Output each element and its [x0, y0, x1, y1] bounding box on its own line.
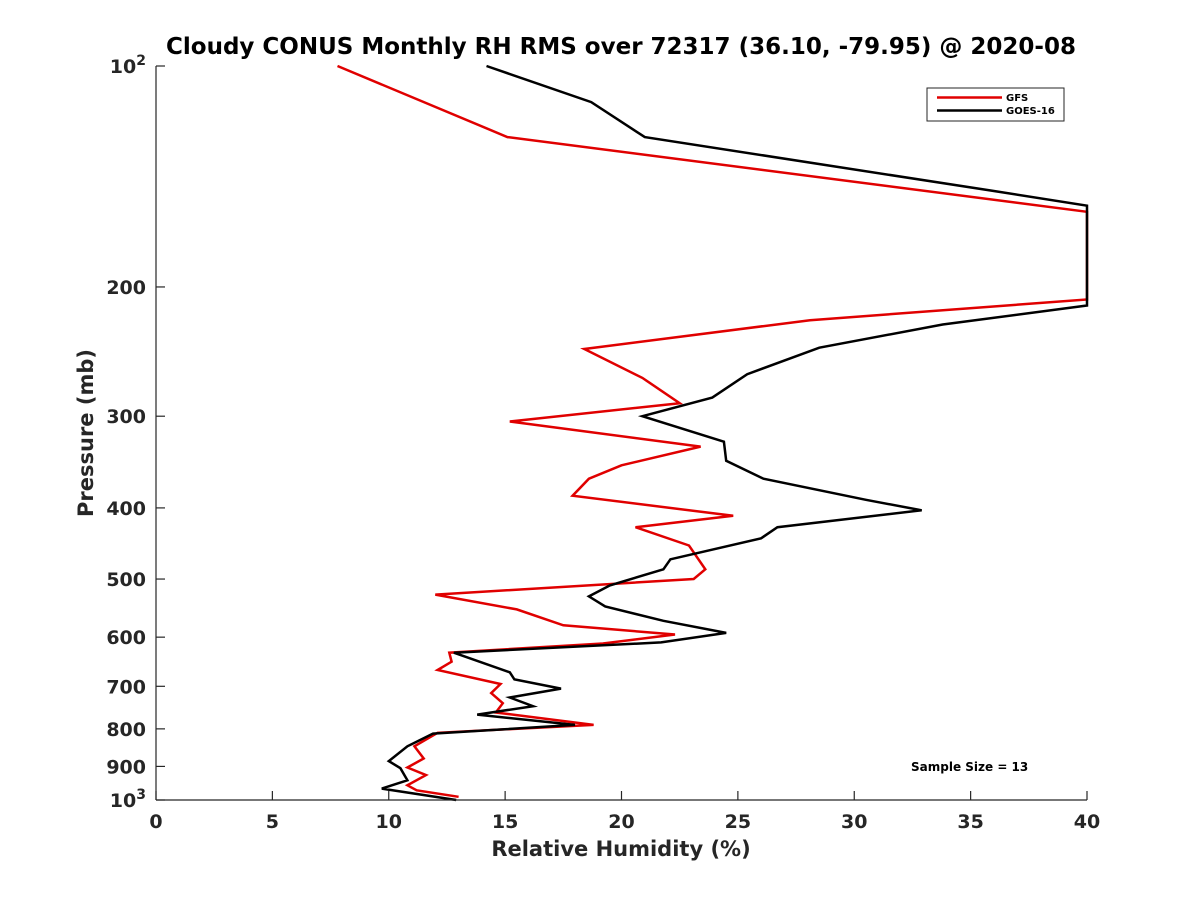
y-tick-label-0: 102 [110, 53, 146, 78]
y-tick-label-1: 200 [106, 277, 146, 299]
plot-area [337, 64, 1089, 802]
x-tick-label-6: 30 [841, 811, 867, 833]
y-axis-label: Pressure (mb) [74, 349, 98, 517]
legend-box [926, 87, 1065, 122]
y-tick-label-9: 103 [110, 787, 146, 812]
series-line-gfs [337, 64, 1089, 799]
chart-title: Cloudy CONUS Monthly RH RMS over 72317 (… [166, 34, 1076, 60]
series-line-goes16 [381, 64, 1089, 802]
x-tick-label-5: 25 [725, 811, 751, 833]
y-tick-label-5: 600 [106, 627, 146, 649]
y-tick-label-2: 300 [106, 406, 146, 428]
sample-size-annotation: Sample Size = 13 [911, 760, 1028, 774]
y-tick-label-4: 500 [106, 569, 146, 591]
legend-label-gfs: GFS [1006, 93, 1028, 104]
x-axis-ticks: 0 5 10 15 20 25 30 35 40 [149, 791, 1100, 833]
y-tick-label-6: 700 [106, 676, 146, 698]
x-tick-label-1: 5 [266, 811, 279, 833]
y-tick-label-7: 800 [106, 719, 146, 741]
y-axis-ticks: 102 200 300 400 500 600 700 800 900 103 [106, 53, 165, 812]
x-tick-label-4: 20 [608, 811, 634, 833]
y-tick-label-8: 900 [106, 756, 146, 778]
x-tick-label-3: 15 [492, 811, 518, 833]
x-axis-label: Relative Humidity (%) [491, 837, 750, 861]
x-tick-label-0: 0 [149, 811, 162, 833]
x-tick-label-8: 40 [1074, 811, 1100, 833]
legend: GFS GOES-16 [926, 87, 1065, 122]
x-tick-label-2: 10 [376, 811, 402, 833]
x-tick-label-7: 35 [957, 811, 983, 833]
legend-label-goes16: GOES-16 [1006, 106, 1055, 117]
y-tick-label-3: 400 [106, 498, 146, 520]
